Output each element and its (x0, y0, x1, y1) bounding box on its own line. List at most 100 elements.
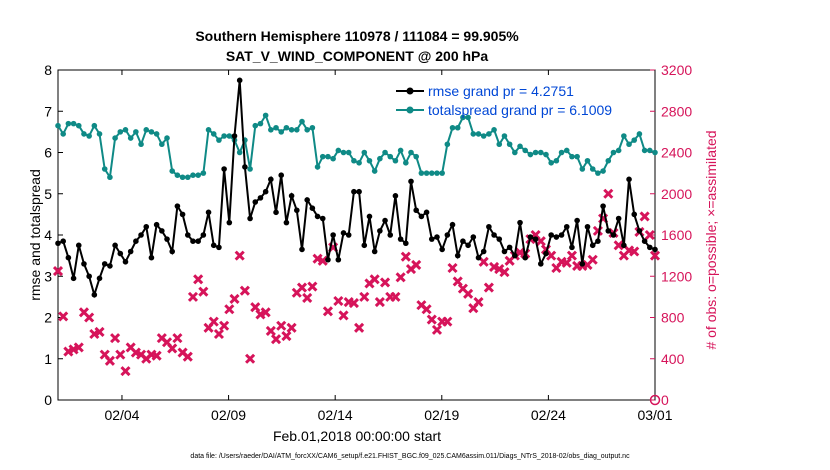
totalspread-point (70, 120, 77, 127)
rmse-point (537, 261, 544, 267)
totalspread-point (236, 149, 243, 156)
rmse-point (527, 234, 534, 240)
obs-assimilated-point (390, 291, 401, 302)
rmse-point (652, 246, 658, 253)
totalspread-point (470, 131, 477, 137)
obs-x-stroke (639, 211, 650, 222)
x-axis-label: Feb.01,2018 00:00:00 start (273, 428, 441, 444)
obs-x-stroke (644, 229, 655, 241)
rmse-point (449, 221, 456, 228)
obs-assimilated-point (260, 307, 271, 318)
x-tick-label: 02/19 (424, 407, 459, 423)
y-left-tick-label: 0 (44, 392, 52, 408)
obs-x-stroke (489, 261, 500, 273)
obs-assimilated-point (270, 334, 282, 345)
rmse-point (403, 240, 409, 247)
totalspread-point (247, 166, 253, 172)
rmse-point (117, 250, 124, 257)
obs-x-stroke (296, 282, 308, 293)
obs-x-stroke (234, 250, 245, 261)
rmse-point (563, 223, 570, 230)
obs-x-stroke (260, 307, 271, 318)
obs-x-stroke (286, 322, 297, 333)
obs-assimilated-point (463, 288, 474, 299)
obs-x-stroke (161, 337, 173, 348)
totalspread-point (138, 141, 144, 148)
rmse-point (548, 232, 554, 238)
y-right-tick-label: 2000 (661, 186, 692, 202)
obs-x-stroke (302, 292, 313, 303)
totalspread-point (210, 131, 217, 137)
obs-x-stroke (270, 334, 282, 345)
totalspread-point (392, 157, 399, 164)
rmse-point (574, 217, 580, 224)
obs-x-stroke (400, 251, 411, 262)
obs-x-stroke (213, 328, 224, 340)
obs-assimilated-point (649, 250, 661, 261)
rmse-point (428, 236, 435, 242)
y-left-tick-label: 6 (44, 145, 52, 161)
rmse-point (107, 263, 113, 269)
obs-assimilated-point (296, 282, 308, 293)
obs-x-stroke (224, 304, 235, 315)
obs-assimilated-point (281, 331, 292, 342)
totalspread-point (184, 174, 191, 181)
obs-x-stroke (348, 298, 359, 309)
totalspread-point (610, 149, 617, 156)
totalspread-point (169, 168, 176, 174)
left-axis-ticks: 0 1 2 3 4 5 6 7 8 (44, 62, 63, 408)
y-left-tick-label: 5 (44, 186, 52, 202)
obs-assimilated-point (379, 277, 391, 288)
obs-assimilated-point (644, 229, 655, 241)
legend-spread-marker (406, 106, 414, 114)
obs-assimilated-point (104, 355, 115, 366)
totalspread-point (86, 133, 92, 139)
rmse-point (647, 244, 653, 251)
rmse-point (262, 188, 269, 195)
y-right-tick-label: 2400 (661, 145, 692, 161)
rmse-point (159, 228, 165, 234)
obs-assimilated-point (213, 328, 224, 340)
totalspread-point (107, 174, 113, 181)
totalspread-point (75, 122, 82, 129)
y-axis-label-left: rmse and totalspread (27, 169, 43, 301)
obs-assimilated-point (629, 246, 640, 257)
obs-x-stroke (426, 314, 437, 325)
rmse-point (553, 234, 560, 240)
rmse-point (392, 193, 399, 199)
obs-assimilated-point (198, 286, 209, 297)
obs-assimilated-point (603, 188, 614, 199)
rmse-point (216, 244, 222, 251)
obs-x-stroke (115, 349, 126, 360)
totalspread-point (647, 147, 653, 154)
obs-assimilated-point (239, 285, 250, 296)
obs-x-stroke (473, 296, 484, 308)
rmse-point (299, 246, 305, 253)
rmse-series (55, 77, 658, 299)
rmse-point (226, 219, 233, 226)
totalspread-point (65, 120, 72, 127)
obs-x-stroke (136, 349, 147, 360)
obs-x-stroke (463, 288, 474, 299)
totalspread-series (55, 112, 658, 181)
totalspread-point (641, 147, 648, 154)
rmse-point (595, 238, 601, 244)
totalspread-point (91, 122, 98, 129)
totalspread-point (439, 170, 445, 176)
obs-assimilated-point (338, 310, 349, 321)
y-right-tick-label: 2800 (661, 103, 692, 119)
rmse-point (522, 254, 529, 261)
obs-assimilated-point (473, 296, 484, 308)
obs-x-stroke (411, 259, 422, 270)
legend-rmse-label: rmse grand pr = 4.2751 (428, 83, 574, 99)
footnote-data-file: data file: /Users/raeder/DAI/ATM_forcXX/… (190, 453, 630, 460)
rmse-point (101, 261, 108, 267)
rmse-point (434, 234, 440, 240)
rmse-point (205, 209, 212, 216)
obs-x-stroke (245, 353, 256, 364)
right-axis-ticks: 0 400 800 1200 1600 2000 2400 2800 3200 (650, 62, 692, 408)
totalspread-point (543, 151, 549, 158)
totalspread-point (148, 129, 155, 135)
obs-assimilated-point (224, 304, 235, 315)
obs-assimilated-point (447, 262, 458, 274)
